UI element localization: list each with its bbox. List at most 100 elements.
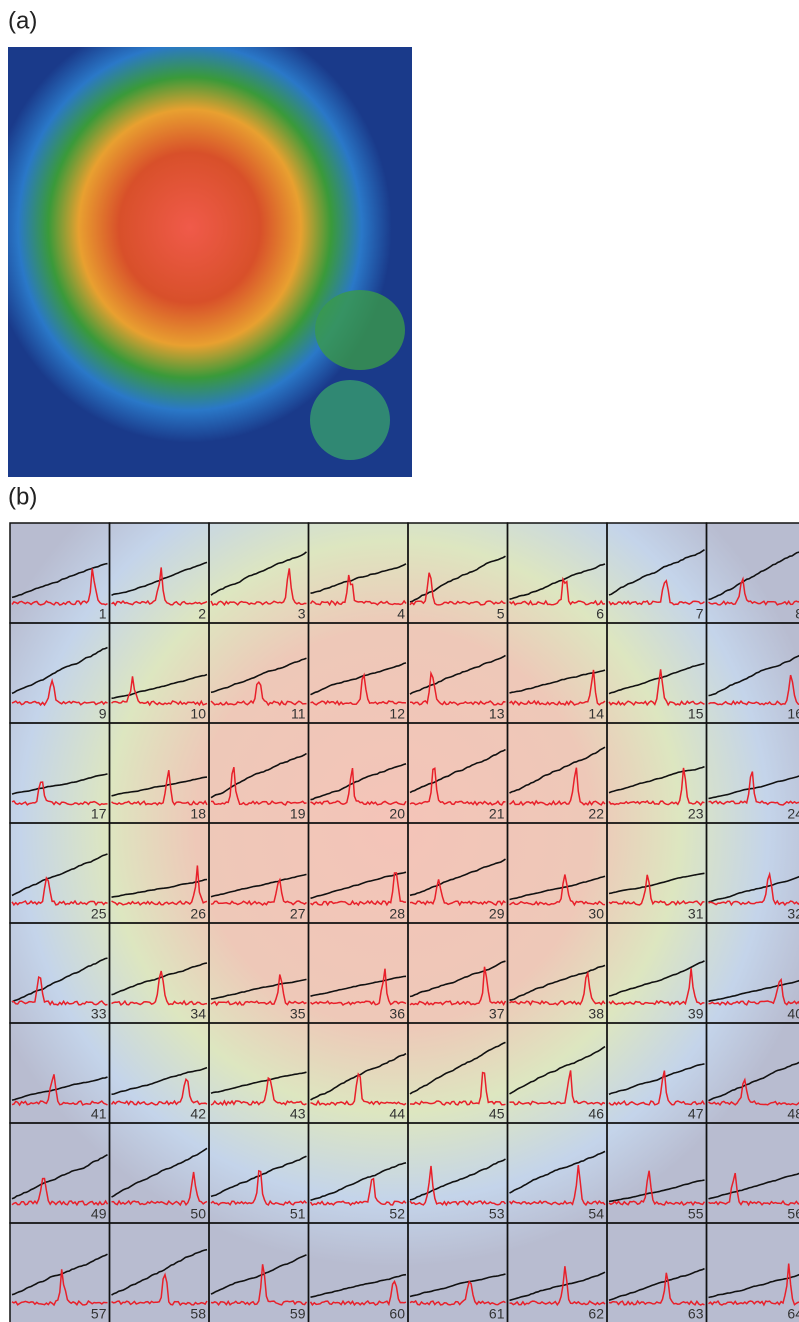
cell-number: 39 bbox=[688, 1006, 704, 1022]
cell-number: 20 bbox=[389, 806, 405, 822]
cell-number: 48 bbox=[787, 1106, 799, 1122]
cell-number: 50 bbox=[190, 1206, 206, 1222]
derivative-curve bbox=[508, 1165, 606, 1207]
cell-number: 11 bbox=[291, 706, 306, 722]
derivative-curve bbox=[111, 970, 208, 1006]
force-curve bbox=[111, 878, 208, 898]
derivative-curve bbox=[410, 1071, 506, 1106]
cell-number: 22 bbox=[588, 806, 604, 822]
derivative-curve bbox=[111, 567, 208, 607]
cell-number: 54 bbox=[588, 1206, 604, 1222]
derivative-curve bbox=[509, 1070, 606, 1106]
cell-number: 32 bbox=[787, 906, 799, 922]
derivative-curve bbox=[608, 968, 705, 1007]
force-curve bbox=[210, 657, 307, 694]
cell-number: 58 bbox=[190, 1306, 206, 1322]
cell-number: 61 bbox=[489, 1306, 505, 1322]
force-curve bbox=[111, 776, 208, 797]
force-curve bbox=[708, 875, 799, 903]
cell-number: 13 bbox=[489, 706, 505, 722]
derivative-curve bbox=[210, 1264, 308, 1307]
force-curve bbox=[310, 662, 407, 696]
force-curve bbox=[11, 957, 108, 1003]
curve-grid: 1234567891011121314151617181920212223242… bbox=[9, 522, 799, 1322]
derivative-curve bbox=[409, 966, 507, 1007]
panel-label: (a) bbox=[8, 7, 37, 34]
force-curve bbox=[708, 979, 799, 1003]
force-curve bbox=[608, 1063, 705, 1096]
cell-number: 33 bbox=[91, 1006, 107, 1022]
derivative-curve bbox=[509, 767, 606, 807]
cell-number: 12 bbox=[389, 706, 405, 722]
derivative-curve bbox=[110, 1077, 208, 1106]
derivative-curve bbox=[608, 579, 705, 606]
derivative-curve bbox=[210, 680, 307, 707]
cell-number: 47 bbox=[688, 1106, 704, 1122]
derivative-curve bbox=[210, 568, 307, 607]
force-curve bbox=[509, 875, 606, 901]
cell-number: 38 bbox=[588, 1006, 604, 1022]
cell-number: 6 bbox=[596, 606, 604, 622]
derivative-curve bbox=[11, 568, 108, 606]
cell-number: 46 bbox=[588, 1106, 604, 1122]
force-curve bbox=[111, 1066, 208, 1096]
force-curve bbox=[11, 1253, 108, 1296]
cell-number: 1 bbox=[99, 606, 107, 622]
cell-number: 27 bbox=[290, 906, 306, 922]
force-curve bbox=[509, 964, 606, 1001]
derivative-curve bbox=[111, 1171, 208, 1207]
cell-number: 62 bbox=[588, 1306, 604, 1322]
derivative-curve bbox=[708, 977, 799, 1006]
derivative-curve bbox=[708, 771, 799, 806]
force-curve bbox=[310, 975, 407, 997]
cell-number: 14 bbox=[588, 706, 604, 722]
force-curve bbox=[608, 549, 705, 596]
force-curve bbox=[310, 871, 407, 900]
cell-number: 3 bbox=[298, 606, 306, 622]
derivative-curve bbox=[608, 874, 705, 907]
derivative-curve bbox=[708, 1263, 799, 1307]
force-curve bbox=[708, 775, 799, 800]
cell-number: 29 bbox=[489, 906, 505, 922]
force-curve bbox=[11, 853, 108, 897]
panel-label: (b) bbox=[8, 483, 37, 510]
cell-number: 35 bbox=[290, 1006, 306, 1022]
derivative-curve bbox=[310, 672, 407, 707]
derivative-curve bbox=[309, 968, 407, 1006]
derivative-curve bbox=[409, 879, 506, 907]
force-curve bbox=[509, 1150, 606, 1194]
cell-number: 36 bbox=[389, 1006, 405, 1022]
cell-number: 41 bbox=[91, 1106, 107, 1122]
derivative-curve bbox=[310, 767, 407, 806]
cell-number: 18 bbox=[190, 806, 206, 822]
derivative-curve bbox=[409, 1280, 506, 1306]
force-curve bbox=[409, 1273, 506, 1298]
derivative-curve bbox=[608, 767, 705, 807]
afm-feature bbox=[315, 290, 405, 370]
cell-number: 8 bbox=[795, 606, 799, 622]
force-curve bbox=[409, 748, 506, 794]
derivative-curve bbox=[309, 1279, 407, 1307]
force-curve bbox=[11, 646, 108, 695]
derivative-curve bbox=[310, 872, 406, 907]
derivative-curve bbox=[11, 1177, 109, 1207]
force-curve bbox=[310, 1273, 407, 1298]
cell-number: 49 bbox=[91, 1206, 107, 1222]
cell-number: 30 bbox=[588, 906, 604, 922]
derivative-curve bbox=[11, 781, 108, 806]
force-curve bbox=[509, 1271, 606, 1302]
cell-number: 4 bbox=[397, 606, 405, 622]
derivative-curve bbox=[11, 678, 108, 707]
force-curve bbox=[210, 1254, 307, 1295]
cell-number: 21 bbox=[489, 806, 505, 822]
derivative-curve bbox=[708, 871, 799, 907]
cell-number: 25 bbox=[91, 906, 107, 922]
cell-number: 15 bbox=[688, 706, 704, 722]
force-curve bbox=[608, 1179, 705, 1203]
derivative-curve bbox=[509, 874, 606, 907]
derivative-curve bbox=[409, 767, 506, 807]
force-curve bbox=[708, 1172, 799, 1200]
force-curve bbox=[509, 669, 606, 694]
force-curve bbox=[210, 1071, 307, 1094]
